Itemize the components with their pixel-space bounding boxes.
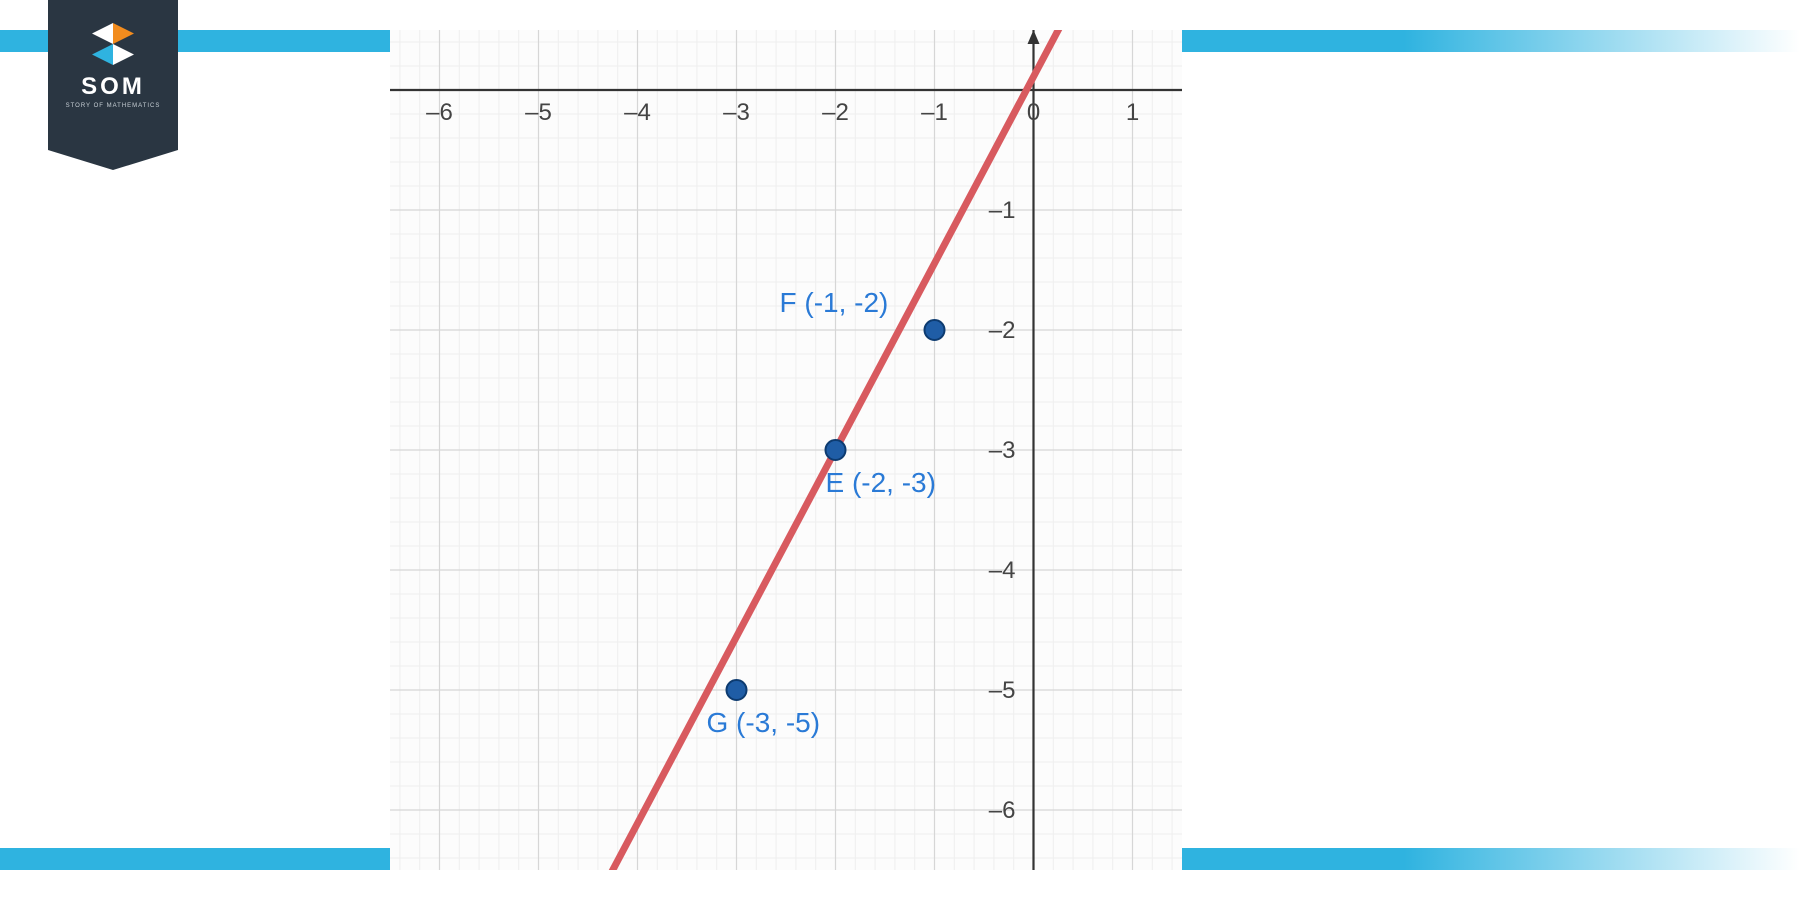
logo-icon (92, 23, 134, 65)
y-tick-label: –5 (989, 677, 1016, 704)
x-tick-label: 1 (1126, 99, 1139, 126)
y-tick-label: –2 (989, 317, 1016, 344)
x-tick-label: –6 (426, 99, 453, 126)
point-g (727, 680, 747, 700)
point-label-f: F (-1, -2) (780, 287, 889, 318)
x-tick-label: –2 (822, 99, 849, 126)
x-tick-label: –4 (624, 99, 651, 126)
y-tick-label: –4 (989, 557, 1016, 584)
x-tick-label: 0 (1027, 99, 1040, 126)
coordinate-chart: –6 –5 –4 –3 –2 –1 0 1 –1 –2 –3 –4 –5 –6 F (-1, -2) E (-… (390, 30, 1182, 870)
x-tick-label: –3 (723, 99, 750, 126)
x-tick-label: –1 (921, 99, 948, 126)
logo-title: SOM (81, 73, 145, 101)
point-e (826, 440, 846, 460)
y-tick-label: –3 (989, 437, 1016, 464)
y-tick-label: –1 (989, 197, 1016, 224)
point-label-e: E (-2, -3) (826, 467, 936, 498)
point-f (925, 320, 945, 340)
point-label-g: G (-3, -5) (707, 707, 821, 738)
x-tick-label: –5 (525, 99, 552, 126)
logo-subtitle: STORY OF MATHEMATICS (66, 103, 161, 109)
y-tick-label: –6 (989, 797, 1016, 824)
logo-badge: SOM STORY OF MATHEMATICS (48, 0, 178, 150)
chart-svg: –6 –5 –4 –3 –2 –1 0 1 –1 –2 –3 –4 –5 –6 F (-1, -2) E (-… (390, 30, 1182, 870)
